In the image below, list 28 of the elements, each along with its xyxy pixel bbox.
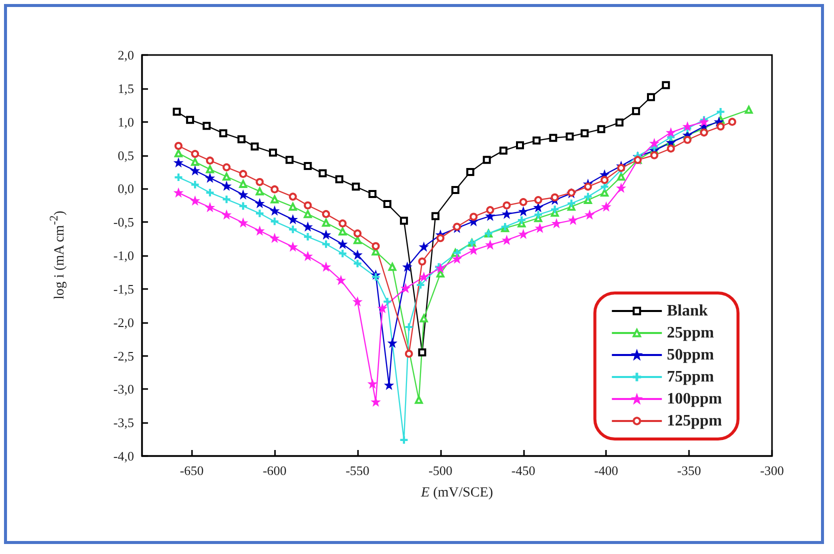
y-tick-label: -2,0: [113, 314, 134, 330]
y-tick-label: 2,0: [118, 48, 134, 62]
x-tick-label: -550: [346, 463, 370, 478]
y-tick-label: -0,5: [113, 214, 134, 230]
y-tick-label: 1,0: [118, 114, 134, 130]
y-tick-label: 1,5: [118, 80, 134, 96]
x-axis-title: E (mV/SCE): [420, 486, 494, 500]
legend-label: 50ppm: [666, 346, 715, 364]
x-tick-label: -450: [511, 463, 536, 478]
y-tick-label: -1,0: [113, 248, 134, 263]
y-tick-label: -1,5: [113, 281, 134, 296]
y-tick-label: -2,5: [113, 348, 134, 364]
legend-label: 100ppm: [666, 390, 723, 408]
x-tick-label: -350: [677, 463, 702, 478]
x-tick-label: -400: [594, 463, 618, 478]
x-tick-label: -500: [428, 463, 452, 478]
y-tick-label: 0,5: [118, 148, 134, 163]
x-tick-label: -300: [760, 463, 784, 478]
x-tick-label: -600: [262, 463, 287, 478]
legend-label: Blank: [666, 302, 708, 320]
y-tick-label: -3,0: [113, 382, 134, 397]
y-tick-label: -3,5: [113, 415, 134, 430]
y-tick-label: -4,0: [113, 448, 134, 464]
y-tick-label: 0,0: [118, 181, 134, 196]
x-tick-label: -650: [180, 463, 204, 478]
legend-label: 125ppm: [666, 412, 723, 430]
legend-label: 25ppm: [666, 324, 715, 342]
legend-label: 75ppm: [666, 368, 715, 386]
